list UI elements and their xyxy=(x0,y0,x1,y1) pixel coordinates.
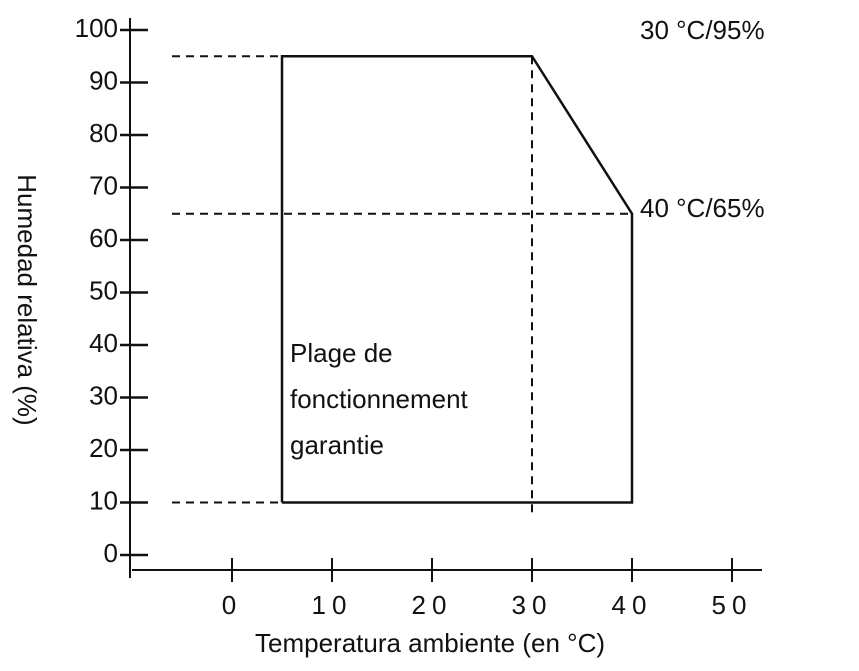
y-tick-label: 70 xyxy=(89,170,118,200)
y-tick-label: 60 xyxy=(89,223,118,253)
y-tick-label: 40 xyxy=(89,328,118,358)
x-axis-label: Temperatura ambiente (en °C) xyxy=(255,628,605,658)
annotation: 30 °C/95% xyxy=(640,15,765,45)
region-label: garantie xyxy=(290,430,384,460)
x-tick-label: 40 xyxy=(612,590,653,620)
y-tick-label: 0 xyxy=(104,538,118,568)
y-axis-label: Humedad relativa (%) xyxy=(12,174,42,425)
x-tick-label: 0 xyxy=(222,590,242,620)
y-tick-label: 80 xyxy=(89,118,118,148)
operating-range xyxy=(280,55,634,504)
annotation: 40 °C/65% xyxy=(640,193,765,223)
y-tick-label: 20 xyxy=(89,433,118,463)
x-tick-label: 20 xyxy=(412,590,453,620)
x-tick-label: 50 xyxy=(712,590,753,620)
y-tick-label: 10 xyxy=(89,485,118,515)
x-tick-label: 10 xyxy=(312,590,353,620)
x-tick-label: 30 xyxy=(512,590,553,620)
y-tick-label: 90 xyxy=(89,65,118,95)
y-tick-label: 100 xyxy=(75,13,118,43)
region-label: Plage de xyxy=(290,338,393,368)
y-tick-label: 30 xyxy=(89,380,118,410)
region-label: fonctionnement xyxy=(290,384,469,414)
y-tick-label: 50 xyxy=(89,275,118,305)
